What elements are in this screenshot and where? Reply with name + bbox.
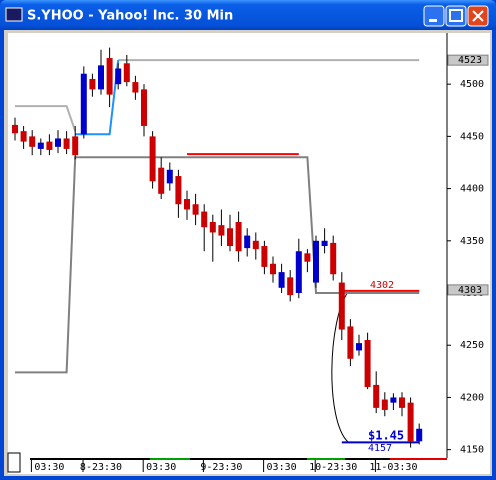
x-tick-label: 10-23:30 xyxy=(309,462,357,473)
y-tick-label: 4200 xyxy=(460,392,484,403)
window-title: S.YHOO - Yahoo! Inc. 30 Min xyxy=(27,9,233,24)
indicator-line xyxy=(15,156,420,374)
candle-body xyxy=(278,272,285,288)
annotation: 4302 xyxy=(370,280,394,291)
candle-body xyxy=(201,211,208,228)
candle-body xyxy=(244,235,251,249)
price-tag xyxy=(447,54,489,66)
y-tick-label: 4250 xyxy=(460,340,484,351)
candle-body xyxy=(373,384,380,408)
y-tick-label: 4150 xyxy=(460,445,484,456)
candle-body xyxy=(123,63,130,83)
candle-body xyxy=(407,402,414,442)
candle-body xyxy=(184,199,190,210)
candle-body xyxy=(192,204,199,215)
candle-body xyxy=(149,136,156,182)
candle-body xyxy=(235,222,242,252)
candle-body xyxy=(261,246,268,267)
app-icon xyxy=(5,7,23,22)
candle-body xyxy=(227,228,233,247)
y-tick-label: 4400 xyxy=(460,184,484,195)
price-axis xyxy=(447,33,490,458)
price-tag-label: 4303 xyxy=(458,285,482,296)
candle-body xyxy=(364,340,371,387)
candle-body xyxy=(416,428,423,442)
x-tick-label: 03:30 xyxy=(34,462,64,473)
candle-body xyxy=(63,138,70,149)
candle-body xyxy=(158,167,165,194)
candle-body xyxy=(347,326,354,359)
corner-box xyxy=(7,452,21,473)
candle-body xyxy=(304,253,311,262)
candle-body xyxy=(270,263,276,275)
candle-body xyxy=(356,343,362,351)
candle-body xyxy=(399,397,405,408)
candle-body xyxy=(209,222,216,233)
candle-body xyxy=(390,397,397,403)
candle-body xyxy=(29,136,36,147)
minimize-button[interactable] xyxy=(423,5,445,27)
candle-body xyxy=(287,277,294,296)
candle-body xyxy=(20,131,27,142)
candle-body xyxy=(330,242,337,275)
candle-body xyxy=(141,89,147,126)
candle-body xyxy=(55,138,61,147)
close-button[interactable] xyxy=(467,5,489,27)
annotation: 4157 xyxy=(368,443,392,454)
candle-body xyxy=(115,68,122,85)
candle-body xyxy=(175,176,182,205)
x-tick-label: 03:30 xyxy=(146,462,176,473)
y-tick-label: 4450 xyxy=(460,131,484,142)
indicator-line xyxy=(15,105,77,132)
title-bar xyxy=(0,0,496,30)
candle-body xyxy=(12,124,18,134)
candle-body xyxy=(252,240,259,250)
candle-body xyxy=(166,169,173,184)
candle-body xyxy=(98,65,104,90)
y-tick-label: 4350 xyxy=(460,236,484,247)
x-tick-label: 03:30 xyxy=(267,462,297,473)
candle-body xyxy=(132,82,139,93)
candle-body xyxy=(80,73,87,135)
x-tick-label: 11-03:30 xyxy=(369,462,417,473)
candle-body xyxy=(46,141,53,150)
price-tag-label: 4523 xyxy=(458,55,482,66)
candle-body xyxy=(89,78,96,90)
candle-body xyxy=(218,225,225,236)
price-tag xyxy=(447,284,489,296)
y-tick-label: 4500 xyxy=(460,79,484,90)
time-axis xyxy=(8,458,490,474)
candle-body xyxy=(338,282,345,330)
candle-body xyxy=(295,251,302,294)
candle-body xyxy=(313,240,319,283)
candle-body xyxy=(37,142,44,149)
candle-body xyxy=(381,399,388,410)
indicator-line xyxy=(75,60,120,136)
candle-body xyxy=(321,240,328,247)
candle-body xyxy=(106,58,113,95)
maximize-button[interactable] xyxy=(445,5,467,27)
x-tick-label: 8-23:30 xyxy=(80,462,122,473)
annotation: $1.45 xyxy=(368,429,404,443)
candle-body xyxy=(72,136,79,156)
x-tick-label: 9-23:30 xyxy=(200,462,242,473)
